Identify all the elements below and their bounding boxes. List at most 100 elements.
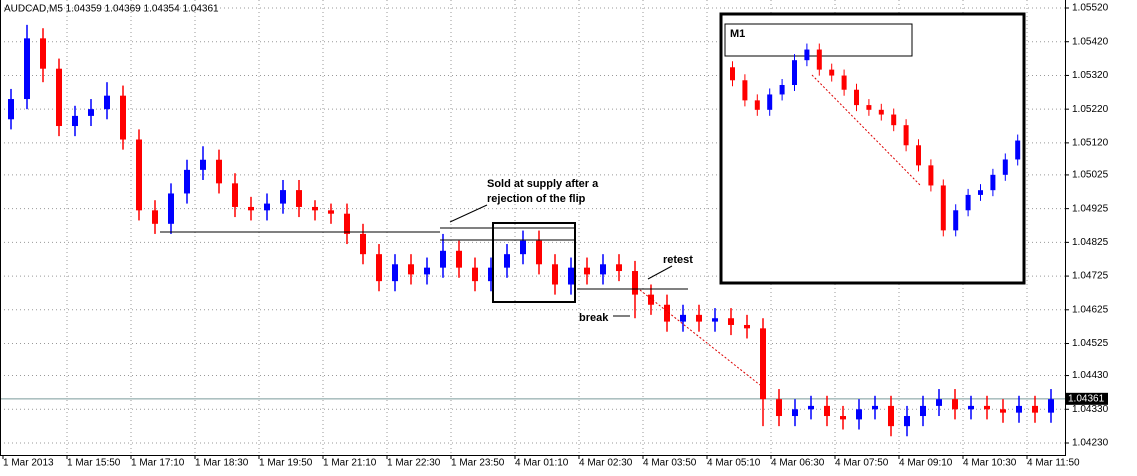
candle-body xyxy=(776,399,782,417)
inset-candle xyxy=(903,125,909,146)
candle-body xyxy=(968,405,974,410)
candle-body xyxy=(808,405,814,410)
x-tick-label: 1 Mar 23:50 xyxy=(451,458,505,469)
annotation: Sold at supply after a xyxy=(487,178,599,190)
candle-body xyxy=(472,267,478,282)
candle-body xyxy=(568,267,574,285)
x-tick-label: 4 Mar 03:50 xyxy=(643,458,697,469)
drawings xyxy=(160,12,1026,386)
candle-body xyxy=(104,95,110,110)
candle-body xyxy=(312,206,318,211)
arrow xyxy=(449,204,488,223)
candle-body xyxy=(680,314,686,322)
candle-body xyxy=(536,240,542,265)
candle-body xyxy=(952,399,958,410)
y-tick-label: 1.05120 xyxy=(1072,138,1109,149)
inset-candle xyxy=(792,60,797,85)
candle-body xyxy=(120,95,126,140)
inset-candle xyxy=(1015,140,1021,160)
inset-candle xyxy=(730,67,735,81)
candle-body xyxy=(456,250,462,268)
axes: 1.05520 1.05420 1.05320 1.05220 1.05120 1.050… xyxy=(2,3,1109,469)
candle-body xyxy=(1048,399,1054,413)
candle-body xyxy=(552,264,558,285)
y-tick-label: 1.04925 xyxy=(1072,203,1109,214)
candle-body xyxy=(152,210,158,224)
inset-candle xyxy=(841,75,847,90)
y-tick-label: 1.04430 xyxy=(1072,370,1109,381)
x-tick-label: 4 Mar 07:50 xyxy=(835,458,889,469)
x-tick-label: 4 Mar 02:30 xyxy=(579,458,633,469)
y-tick-label: 1.05320 xyxy=(1072,70,1109,81)
candle-body xyxy=(40,38,46,69)
candle-body xyxy=(712,318,718,322)
x-tick-label: 1 Mar 19:50 xyxy=(259,458,313,469)
inset-candle xyxy=(916,145,921,166)
x-tick-label: 4 Mar 11:50 xyxy=(1027,458,1080,469)
candle-body xyxy=(232,183,238,207)
inset-candle xyxy=(779,85,785,95)
candle-body xyxy=(616,264,622,272)
candle-body xyxy=(1016,405,1022,413)
y-tick-label: 1.05420 xyxy=(1072,36,1109,47)
candle-body xyxy=(72,115,78,127)
inset-candle xyxy=(965,194,971,211)
candle-body xyxy=(184,169,190,194)
x-tick-label: 4 Mar 06:30 xyxy=(771,458,825,469)
current-price-label: 1.04361 xyxy=(1068,393,1105,404)
annotation: retest xyxy=(663,254,693,266)
candle-body xyxy=(216,159,222,184)
x-tick-label: 4 Mar 09:10 xyxy=(899,458,953,469)
y-tick-label: 1.05025 xyxy=(1072,170,1109,181)
candle-body xyxy=(248,206,254,211)
inset-candle xyxy=(816,49,822,70)
inset-candle xyxy=(767,94,773,110)
candle-body xyxy=(840,416,846,420)
candle-body xyxy=(824,405,830,417)
candle-body xyxy=(504,254,510,268)
current-price-box xyxy=(1066,392,1108,405)
candle-body xyxy=(200,159,206,170)
candle-body xyxy=(1032,405,1038,413)
y-tick-label: 1.04330 xyxy=(1072,404,1109,415)
trend-line xyxy=(639,289,761,386)
candle-body xyxy=(360,233,366,255)
inset-candle xyxy=(1002,159,1008,175)
y-tick-label: 1.04525 xyxy=(1072,338,1109,349)
candle-body xyxy=(632,271,638,295)
candle-body xyxy=(936,399,942,406)
candle-body xyxy=(264,203,270,211)
inset-candle xyxy=(854,89,859,106)
candle-body xyxy=(88,109,94,116)
candle-body xyxy=(8,99,14,120)
x-tick-label: 1 Mar 2013 xyxy=(3,458,54,469)
y-tick-label: 1.04725 xyxy=(1072,271,1109,282)
inset-candle xyxy=(878,109,884,115)
candle-body xyxy=(520,240,526,255)
chart-title: AUDCAD,M5 1.04359 1.04369 1.04354 1.0436… xyxy=(4,4,219,15)
inset-candle xyxy=(928,165,934,186)
candle-body xyxy=(664,304,670,322)
candle-body xyxy=(440,250,446,268)
candle-body xyxy=(984,405,990,410)
x-tick-label: 4 Mar 01:10 xyxy=(515,458,569,469)
candle-body xyxy=(904,416,910,427)
candle-body xyxy=(744,324,750,329)
inset-candle xyxy=(804,49,810,61)
inset-trend-line xyxy=(811,74,921,186)
inset-candle xyxy=(829,69,835,76)
y-tick-label: 1.04230 xyxy=(1072,438,1109,449)
candles xyxy=(8,24,1054,437)
x-tick-label: 1 Mar 21:10 xyxy=(323,458,377,469)
candle-body xyxy=(728,318,734,325)
x-tick-label: 1 Mar 17:10 xyxy=(131,458,185,469)
zoom-box xyxy=(492,222,576,303)
candle-body xyxy=(760,328,766,400)
candle-body xyxy=(136,139,142,211)
candle-body xyxy=(792,409,798,417)
candle-body xyxy=(168,193,174,224)
candle-body xyxy=(488,267,494,282)
x-tick-label: 1 Mar 18:30 xyxy=(195,458,249,469)
candle-body xyxy=(888,405,894,427)
grid xyxy=(0,0,1065,455)
